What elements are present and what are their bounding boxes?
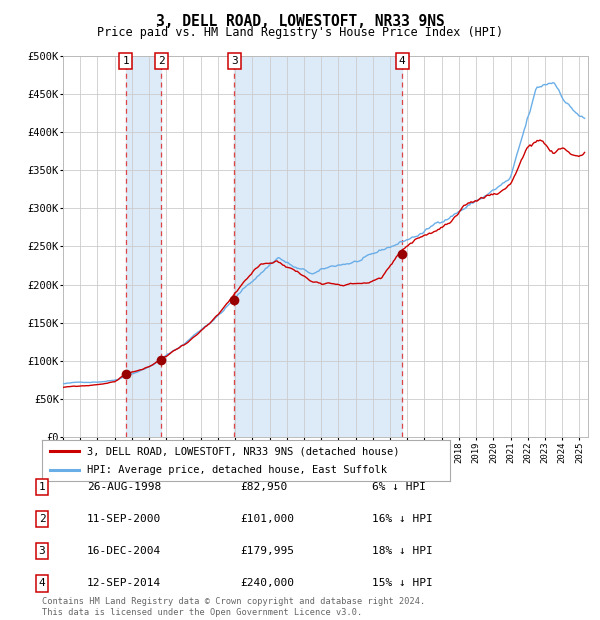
Text: 18% ↓ HPI: 18% ↓ HPI [372, 546, 433, 556]
Text: 3, DELL ROAD, LOWESTOFT, NR33 9NS (detached house): 3, DELL ROAD, LOWESTOFT, NR33 9NS (detac… [87, 446, 400, 456]
Text: 3, DELL ROAD, LOWESTOFT, NR33 9NS: 3, DELL ROAD, LOWESTOFT, NR33 9NS [155, 14, 445, 29]
Text: Price paid vs. HM Land Registry's House Price Index (HPI): Price paid vs. HM Land Registry's House … [97, 26, 503, 39]
Text: 16% ↓ HPI: 16% ↓ HPI [372, 514, 433, 524]
Text: 3: 3 [38, 546, 46, 556]
Text: 6% ↓ HPI: 6% ↓ HPI [372, 482, 426, 492]
Text: 12-SEP-2014: 12-SEP-2014 [87, 578, 161, 588]
Text: 1: 1 [122, 56, 129, 66]
Bar [235, 56, 402, 437]
Text: 26-AUG-1998: 26-AUG-1998 [87, 482, 161, 492]
Text: This data is licensed under the Open Government Licence v3.0.: This data is licensed under the Open Gov… [42, 608, 362, 617]
Text: £101,000: £101,000 [240, 514, 294, 524]
Text: 15% ↓ HPI: 15% ↓ HPI [372, 578, 433, 588]
Text: 4: 4 [399, 56, 406, 66]
Text: 11-SEP-2000: 11-SEP-2000 [87, 514, 161, 524]
Text: 16-DEC-2004: 16-DEC-2004 [87, 546, 161, 556]
Text: £240,000: £240,000 [240, 578, 294, 588]
Text: HPI: Average price, detached house, East Suffolk: HPI: Average price, detached house, East… [87, 464, 387, 475]
Text: 3: 3 [231, 56, 238, 66]
Text: £179,995: £179,995 [240, 546, 294, 556]
Bar [126, 56, 161, 437]
Text: 1: 1 [38, 482, 46, 492]
Text: Contains HM Land Registry data © Crown copyright and database right 2024.: Contains HM Land Registry data © Crown c… [42, 597, 425, 606]
Text: 4: 4 [38, 578, 46, 588]
Text: 2: 2 [38, 514, 46, 524]
Text: £82,950: £82,950 [240, 482, 287, 492]
Text: 2: 2 [158, 56, 164, 66]
